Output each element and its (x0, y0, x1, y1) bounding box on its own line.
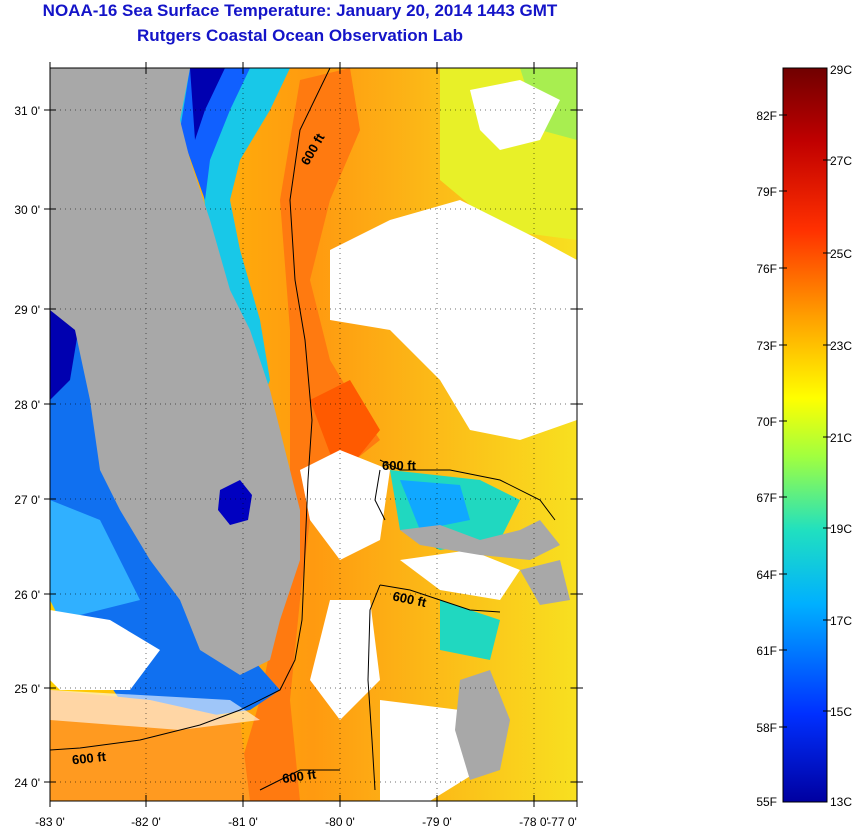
latitude-labels: 24 0' 25 0' 26 0' 27 0' 28 0' 29 0' 30 0… (14, 104, 40, 790)
lat-label: 27 0' (14, 493, 40, 507)
contour-andros-north (379, 584, 501, 613)
andros-island (455, 670, 510, 780)
axis-ticks (44, 62, 583, 807)
fahrenheit-label: 82F (756, 109, 777, 123)
gulf-cyan (50, 500, 140, 620)
celsius-label: 17C (830, 614, 852, 628)
contour-south (259, 769, 340, 791)
celsius-label: 23C (830, 339, 852, 353)
colorbar (782, 67, 828, 803)
contour-florida (50, 68, 331, 751)
lat-label: 30 0' (14, 203, 40, 217)
longitude-labels: -83 0' -82 0' -81 0' -80 0' -79 0' -78 0… (35, 815, 577, 829)
florida-landmass (50, 68, 300, 675)
fahrenheit-label: 76F (756, 262, 777, 276)
lat-label: 25 0' (14, 682, 40, 696)
contour-label-south: 600 ft (281, 766, 317, 786)
lat-label: 26 0' (14, 588, 40, 602)
fahrenheit-label: 61F (756, 644, 777, 658)
abaco-island (520, 560, 570, 605)
fahrenheit-label: 79F (756, 185, 777, 199)
gulf-stream (230, 68, 380, 801)
celsius-label: 25C (830, 247, 852, 261)
warm-core (310, 380, 380, 480)
lat-label: 24 0' (14, 776, 40, 790)
celsius-label: 15C (830, 705, 852, 719)
fahrenheit-label: 67F (756, 491, 777, 505)
fahrenheit-label: 58F (756, 721, 777, 735)
lat-lon-grid (50, 68, 577, 801)
colorbar-celsius-labels: 29C 27C 25C 23C 21C 19C 17C 15C 13C (830, 63, 852, 809)
contour-label-bahama: 600 ft (382, 458, 417, 473)
colorbar-ticks (779, 114, 831, 728)
lon-label: -77 0' (547, 815, 577, 829)
lon-label: -80 0' (325, 815, 355, 829)
lat-label: 28 0' (14, 398, 40, 412)
map-subtitle: Rutgers Coastal Ocean Observation Lab (137, 26, 463, 45)
map-body: 600 ft 600 ft 600 ft 600 ft 600 ft (50, 68, 577, 801)
fahrenheit-label: 64F (756, 568, 777, 582)
lon-label: -79 0' (422, 815, 452, 829)
colorbar-fahrenheit-labels: 82F 79F 76F 73F 70F 67F 64F 61F 58F 55F (756, 109, 777, 809)
contour-label-andros: 600 ft (391, 588, 428, 610)
gulf-cold (50, 300, 280, 720)
lon-label: -78 0' (519, 815, 549, 829)
lat-label: 31 0' (14, 104, 40, 118)
celsius-label: 21C (830, 431, 852, 445)
lon-label: -81 0' (228, 815, 258, 829)
map-title: NOAA-16 Sea Surface Temperature: January… (42, 1, 558, 20)
contour-andros (367, 584, 381, 791)
celsius-label: 19C (830, 522, 852, 536)
contour-bahama-bank (379, 459, 556, 521)
cold-core (190, 68, 225, 140)
fahrenheit-label: 73F (756, 339, 777, 353)
lon-label: -83 0' (35, 815, 65, 829)
bahama-bank-deep (400, 480, 470, 530)
celsius-label: 27C (830, 154, 852, 168)
contour-bahama-west (374, 469, 386, 521)
celsius-label: 13C (830, 795, 852, 809)
lon-label: -82 0' (131, 815, 161, 829)
andros-bank (440, 600, 500, 660)
fahrenheit-label: 55F (756, 795, 777, 809)
grand-bahama (400, 520, 560, 560)
cloud-cover (50, 80, 577, 801)
fahrenheit-label: 70F (756, 415, 777, 429)
celsius-label: 29C (830, 63, 852, 77)
lat-label: 29 0' (14, 303, 40, 317)
contour-label-west: 600 ft (71, 749, 107, 768)
